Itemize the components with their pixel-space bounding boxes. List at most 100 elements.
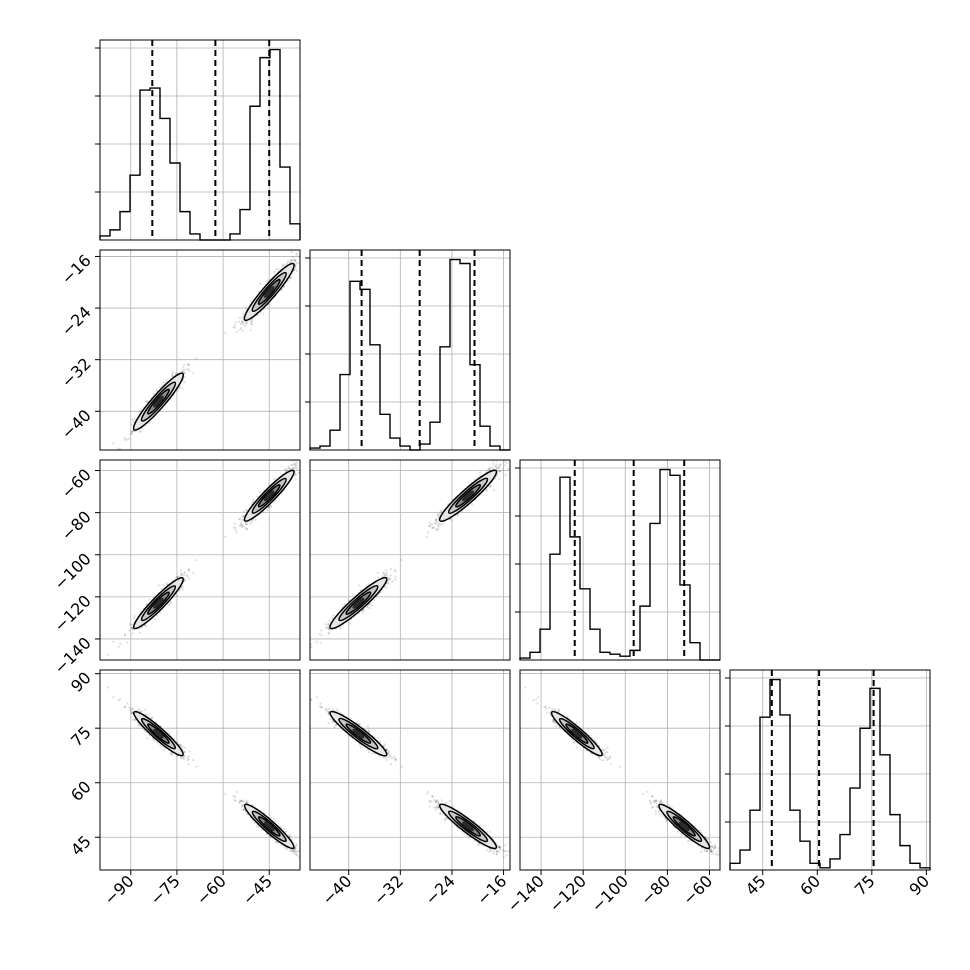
scatter-point-2-0-1332 [245,527,249,531]
scatter-point-2-0-275 [178,575,182,578]
scatter-point-2-1-319 [331,617,334,620]
scatter-point-2-0-1136 [242,510,246,513]
scatter-point-2-0-1795 [295,460,298,463]
scatter-point-1-0-596 [185,368,188,371]
scatter-point-2-1-310 [377,576,380,579]
scatter-point-1-0-608 [187,368,190,371]
scatter-point-2-0-125 [183,571,186,574]
scatter-point-1-0-1698 [241,321,244,324]
scatter-point-1-0-1768 [259,282,262,285]
scatter-point-2-1-711 [327,631,330,634]
scatter-point-2-0-29 [187,568,191,572]
scatter-point-2-0-491 [131,632,134,635]
scatter-point-2-0-711 [138,631,141,634]
scatter-point-2-1-1219 [428,522,431,525]
scatter-point-2-1-1187 [494,465,497,468]
scatter-point-2-1-510 [318,633,321,636]
scatter-point-1-0-880 [152,392,156,395]
scatter-point-2-0-105 [112,640,115,643]
scatter-point-2-0-2 [131,626,134,629]
scatter-point-2-0-1260 [233,522,236,525]
scatter-point-1-0-1795 [295,261,298,265]
scatter-point-2-0-1710 [241,525,244,528]
scatter-point-1-0-778 [132,420,135,423]
scatter-point-2-1-1018 [498,477,501,481]
hist-bar-0-13 [230,234,240,240]
scatter-point-1-0-1564 [292,258,295,262]
scatter-point-2-0-900 [240,525,243,528]
hist-bar-0-6 [160,118,170,240]
contour-1-0-0-3 [153,395,164,408]
scatter-point-1-0-1214 [290,259,293,263]
scatter-point-2-0-70 [119,642,122,646]
scatter-point-2-0-1195 [255,495,259,498]
scatter-point-2-0-1020 [293,462,296,465]
scatter-point-2-0-1430 [297,471,300,475]
scatter-point-1-0-1316 [317,232,319,234]
scatter-point-1-0-1332 [245,320,249,323]
scatter-point-2-1-742 [394,570,397,573]
scatter-point-1-0-1296 [281,265,284,268]
scatter-point-2-1-655 [362,609,365,612]
scatter-point-2-1-424 [342,605,345,608]
scatter-point-1-0-114 [144,400,148,403]
scatter-point-1-0-1500 [294,266,297,269]
scatter-point-2-0-614 [180,574,183,577]
scatter-point-2-1-115 [387,578,391,581]
scatter-point-1-0-851 [182,366,185,369]
scatter-panel-1-0: −40−32−24−16 [58,232,319,451]
scatter-point-1-0-714 [155,389,158,392]
scatter-point-2-1-70 [310,642,313,646]
scatter-point-2-1-1250 [503,460,506,463]
scatter-point-2-0-933 [290,467,293,470]
scatter-point-2-0-1057 [252,498,255,501]
scatter-point-1-0-1351 [251,318,254,321]
ytick-label-2-1: −120 [50,591,95,636]
scatter-point-2-0-147 [195,558,198,562]
scatter-point-2-0-507 [123,634,126,637]
scatter-point-2-0-596 [185,574,188,577]
scatter-point-1-0-556 [162,381,165,384]
scatter-point-2-1-1208 [439,522,442,526]
scatter-point-2-1-401 [310,645,313,648]
scatter-point-2-1-125 [382,571,385,574]
scatter-point-1-0-900 [240,320,243,323]
hist-bar-0-2 [120,212,130,240]
scatter-point-2-0-1073 [245,523,248,526]
scatter-point-2-0-388 [179,569,183,572]
panel-frame-1-0 [99,249,301,451]
scatter-point-1-0-651 [178,386,182,389]
scatter-point-2-1-105 [315,640,318,643]
scatter-point-1-0-482 [145,400,149,403]
scatter-point-1-0-1578 [295,253,298,256]
scatter-point-2-0-1028 [235,531,238,534]
scatter-point-1-0-115 [188,369,191,373]
scatter-point-2-1-226 [394,575,397,578]
scatter-point-2-1-1020 [492,462,495,465]
ytick-label-2-4: −60 [58,465,95,502]
scatter-point-2-1-489 [361,609,364,612]
scatter-point-2-1-749 [385,571,388,574]
scatter-point-2-1-990 [437,522,441,525]
scatter-point-2-1-939 [434,528,438,531]
scatter-point-1-0-1567 [283,263,286,266]
scatter-point-2-0-1698 [241,514,244,517]
contour-1-0-1-3 [263,285,275,298]
contour-2-0-0-3 [153,597,164,609]
scatter-point-2-1-335 [361,611,364,614]
scatter-point-2-1-1028 [427,531,430,534]
scatter-point-1-0-879 [181,387,184,390]
scatter-point-2-1-940 [494,477,497,480]
scatter-point-1-0-369 [183,381,186,384]
scatter-point-2-1-1117 [456,513,459,517]
scatter-point-2-0-794 [163,583,166,587]
scatter-point-1-0-1606 [262,312,265,315]
scatter-point-2-1-895 [326,627,329,630]
scatter-point-1-0-1441 [293,258,297,262]
scatter-point-1-0-1372 [266,280,269,283]
scatter-point-1-0-186 [126,438,129,441]
scatter-point-1-0-933 [290,250,293,253]
scatter-point-1-0-939 [245,322,249,326]
hist-bar-1-18 [490,446,500,450]
